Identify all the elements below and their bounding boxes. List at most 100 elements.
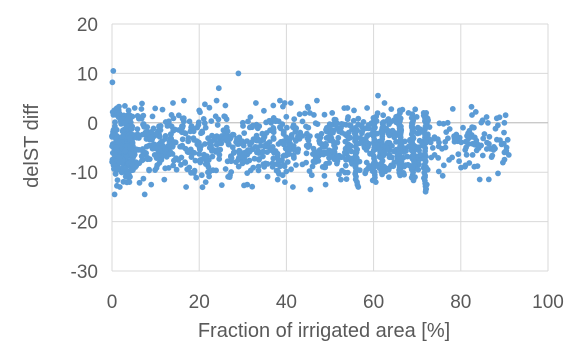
data-point	[462, 147, 469, 153]
data-point	[125, 107, 132, 114]
data-point	[412, 106, 419, 113]
data-point	[280, 153, 287, 160]
data-point	[303, 150, 310, 157]
data-point	[363, 159, 370, 166]
data-point	[157, 123, 164, 129]
data-point	[253, 132, 260, 139]
data-point	[480, 135, 487, 142]
data-point	[200, 116, 207, 122]
data-point	[115, 139, 122, 146]
data-point	[185, 135, 192, 141]
data-point	[139, 100, 145, 107]
data-point	[246, 148, 253, 155]
data-point	[120, 127, 126, 134]
data-point	[293, 125, 299, 132]
data-point	[152, 105, 159, 112]
data-point	[287, 135, 294, 142]
data-point	[140, 112, 147, 119]
data-point	[213, 97, 220, 104]
data-point	[465, 130, 471, 137]
data-point	[214, 122, 221, 128]
x-tick-label: 80	[450, 292, 471, 313]
data-point	[199, 129, 206, 136]
data-point	[224, 128, 231, 135]
data-point	[342, 138, 349, 145]
data-point	[272, 118, 279, 125]
data-point	[307, 186, 314, 193]
data-point	[191, 149, 198, 156]
y-tick-label: 20	[77, 15, 98, 36]
x-tick-label: 0	[107, 292, 118, 313]
data-point	[234, 141, 241, 148]
data-point	[423, 181, 430, 188]
data-point	[112, 171, 119, 177]
data-point	[261, 134, 267, 141]
data-point	[206, 140, 213, 146]
data-point	[122, 103, 128, 109]
data-point	[472, 109, 479, 115]
data-point	[122, 165, 129, 172]
data-point	[312, 120, 319, 127]
data-point	[251, 155, 258, 162]
data-point	[114, 105, 121, 111]
data-point	[179, 143, 186, 150]
data-point	[121, 120, 128, 126]
data-point	[264, 173, 271, 180]
data-point	[186, 118, 193, 125]
data-point	[194, 124, 201, 131]
data-point	[413, 114, 420, 120]
data-point	[275, 141, 282, 147]
data-point	[188, 169, 194, 176]
data-point	[141, 191, 148, 198]
data-point	[338, 176, 344, 183]
data-point	[439, 172, 446, 179]
data-point	[393, 138, 399, 145]
data-point	[317, 134, 324, 141]
x-axis-title: Fraction of irrigated area [%]	[198, 320, 450, 342]
data-point	[188, 154, 195, 161]
data-point	[168, 112, 175, 118]
data-point	[196, 151, 203, 157]
data-point	[344, 105, 351, 111]
data-point	[157, 127, 164, 133]
data-point	[336, 152, 343, 159]
data-point	[247, 114, 254, 120]
data-point	[357, 135, 364, 141]
data-point	[114, 177, 121, 184]
data-point	[299, 118, 306, 125]
data-point	[276, 170, 282, 177]
data-point	[161, 176, 168, 183]
data-point	[308, 172, 315, 179]
data-point	[146, 167, 153, 174]
data-point	[148, 181, 155, 188]
data-point	[326, 160, 333, 166]
data-point	[343, 156, 349, 163]
data-point	[128, 151, 135, 158]
data-point	[469, 134, 476, 140]
data-point	[283, 168, 290, 175]
data-point	[266, 139, 273, 146]
data-point	[260, 148, 266, 155]
data-point	[282, 145, 289, 152]
data-point	[180, 115, 187, 122]
y-tick-label: -30	[71, 262, 98, 283]
data-point	[321, 172, 328, 179]
data-point	[302, 110, 308, 117]
data-point	[305, 105, 312, 111]
data-point	[138, 106, 145, 112]
data-point	[386, 154, 393, 161]
data-point	[442, 139, 449, 145]
data-point	[269, 163, 276, 170]
data-point	[501, 129, 507, 136]
data-point	[453, 134, 460, 141]
data-point	[309, 163, 316, 170]
data-point	[153, 165, 160, 171]
data-point	[365, 122, 372, 128]
data-point	[455, 151, 462, 158]
data-point	[139, 157, 145, 164]
data-point	[238, 153, 245, 160]
data-point	[119, 133, 125, 140]
data-point	[307, 110, 313, 116]
data-point	[468, 103, 475, 110]
y-tick-label: 10	[77, 64, 98, 85]
